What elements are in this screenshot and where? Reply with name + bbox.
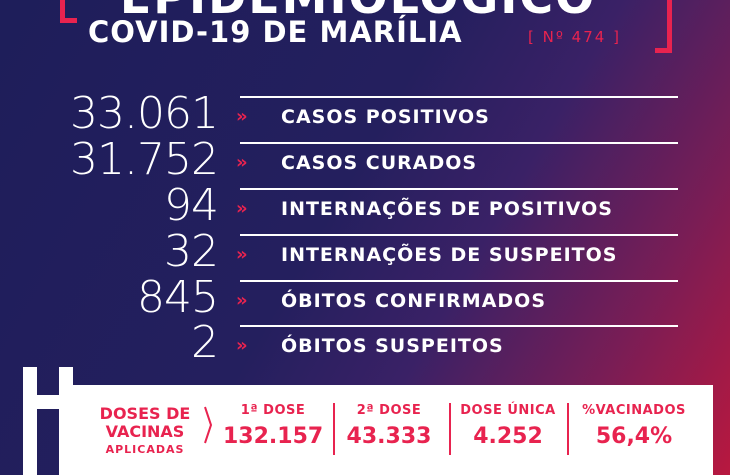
vaccine-title: DOSES DE VACINAS APLICADAS — [95, 405, 195, 459]
stat-label: INTERNAÇÕES DE SUSPEITOS — [281, 244, 618, 266]
vaccine-col-label: DOSE ÚNICA — [460, 403, 556, 418]
divider — [240, 142, 678, 144]
stat-label: ÓBITOS SUSPEITOS — [281, 335, 504, 357]
chevron-right-icon — [204, 406, 213, 444]
vaccine-col-label: %VACINADOS — [582, 403, 686, 418]
double-arrow-icon: » — [236, 335, 248, 356]
vaccine-col-dose1: 1ª DOSE 132.157 — [223, 403, 323, 449]
double-arrow-icon: » — [236, 106, 248, 127]
stat-value: 94 — [164, 180, 219, 231]
divider — [240, 280, 678, 282]
vaccine-title-line1: DOSES DE — [99, 404, 191, 423]
double-arrow-icon: » — [236, 244, 248, 265]
stat-value: 2 — [191, 317, 219, 368]
edition-number: [ Nº 474 ] — [528, 28, 621, 46]
stat-label: CASOS POSITIVOS — [281, 106, 490, 128]
vaccine-col-vacinados: %VACINADOS 56,4% — [573, 403, 695, 449]
divider — [240, 325, 678, 327]
double-arrow-icon: » — [236, 152, 248, 173]
stat-value: 31.752 — [70, 134, 219, 185]
stat-row-casos-positivos: 33.061 » CASOS POSITIVOS — [0, 90, 680, 140]
vaccine-divider — [449, 403, 451, 455]
stat-row-obitos-confirmados: 845 » ÓBITOS CONFIRMADOS — [0, 274, 680, 324]
h-bracket-left-bar — [23, 367, 37, 475]
stat-value: 845 — [137, 272, 219, 323]
vaccine-divider — [567, 403, 569, 455]
double-arrow-icon: » — [236, 198, 248, 219]
stat-value: 33.061 — [70, 88, 219, 139]
vaccine-title-line2: VACINAS — [105, 422, 185, 441]
vaccine-col-dose2: 2ª DOSE 43.333 — [339, 403, 439, 449]
vaccine-col-value: 4.252 — [473, 424, 543, 449]
divider — [240, 188, 678, 190]
vaccine-col-dose-unica: DOSE ÚNICA 4.252 — [453, 403, 563, 449]
header-bracket-left — [60, 0, 77, 23]
vaccine-title-line3: APLICADAS — [105, 443, 185, 456]
header-bracket-right — [655, 0, 672, 53]
stat-label: CASOS CURADOS — [281, 152, 478, 174]
header-title: EPIDEMIOLÓGICO — [98, 0, 618, 24]
divider — [240, 96, 678, 98]
vaccine-box: DOSES DE VACINAS APLICADAS 1ª DOSE 132.1… — [73, 385, 713, 475]
vaccine-col-label: 1ª DOSE — [240, 403, 306, 418]
stat-label: ÓBITOS CONFIRMADOS — [281, 290, 547, 312]
vaccine-panel: DOSES DE VACINAS APLICADAS 1ª DOSE 132.1… — [23, 367, 730, 475]
stat-row-internacoes-positivos: 94 » INTERNAÇÕES DE POSITIVOS — [0, 182, 680, 232]
stat-row-casos-curados: 31.752 » CASOS CURADOS — [0, 136, 680, 186]
stat-row-obitos-suspeitos: 2 » ÓBITOS SUSPEITOS — [0, 319, 680, 369]
vaccine-col-label: 2ª DOSE — [356, 403, 422, 418]
stat-row-internacoes-suspeitos: 32 » INTERNAÇÕES DE SUSPEITOS — [0, 228, 680, 278]
vaccine-col-value: 132.157 — [223, 424, 324, 449]
h-bracket-right-bar — [59, 367, 73, 475]
header-subtitle: COVID-19 DE MARÍLIA — [88, 15, 463, 49]
stat-value: 32 — [164, 226, 219, 277]
stat-label: INTERNAÇÕES DE POSITIVOS — [281, 198, 613, 220]
vaccine-col-value: 56,4% — [595, 424, 673, 449]
vaccine-divider — [333, 403, 335, 455]
vaccine-col-value: 43.333 — [346, 424, 432, 449]
double-arrow-icon: » — [236, 290, 248, 311]
divider — [240, 234, 678, 236]
